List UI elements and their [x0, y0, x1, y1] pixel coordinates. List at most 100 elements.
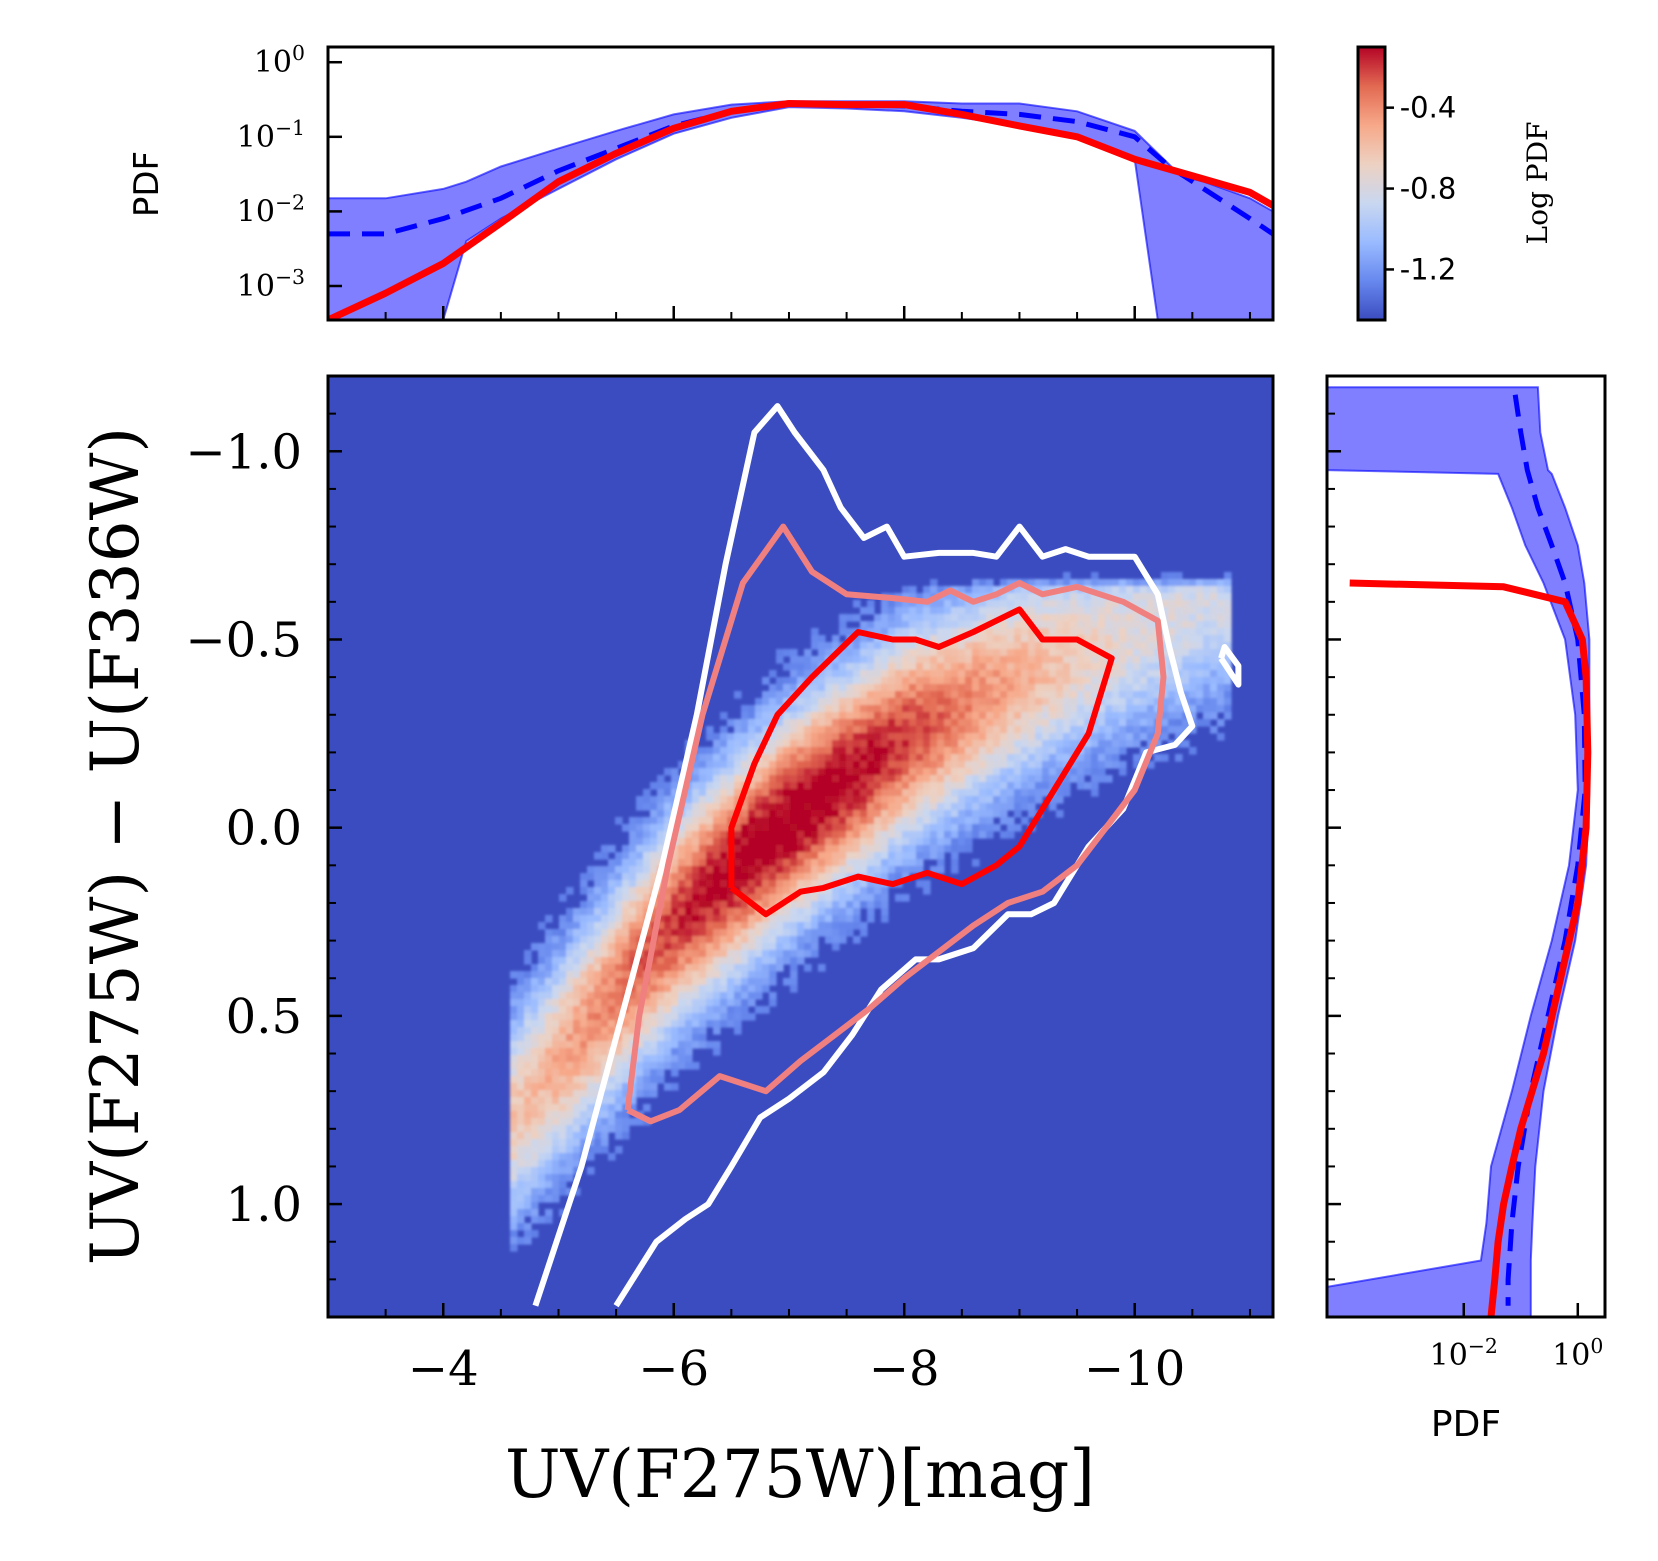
- histogram-bin: [874, 649, 882, 657]
- histogram-bin: [636, 908, 644, 916]
- histogram-bin: [1042, 712, 1050, 720]
- histogram-bin: [545, 1076, 553, 1084]
- histogram-bin: [1091, 691, 1099, 699]
- histogram-bin: [706, 810, 714, 818]
- top-series-model-median: [328, 101, 1273, 237]
- histogram-bin: [895, 649, 903, 657]
- histogram-bin: [909, 761, 917, 769]
- histogram-bin: [860, 852, 868, 860]
- histogram-bin: [1203, 691, 1211, 699]
- histogram-bin: [650, 1069, 658, 1077]
- histogram-bin: [797, 852, 805, 860]
- histogram-bin: [902, 817, 910, 825]
- histogram-bin: [1112, 705, 1120, 713]
- histogram-bin: [1189, 621, 1197, 629]
- histogram-bin: [1028, 593, 1036, 601]
- histogram-bin: [713, 1013, 721, 1021]
- histogram-bin: [1119, 705, 1127, 713]
- histogram-bin: [895, 642, 903, 650]
- histogram-bin: [587, 992, 595, 1000]
- histogram-bin: [951, 761, 959, 769]
- histogram-bin: [608, 1083, 616, 1091]
- histogram-bin: [1063, 789, 1071, 797]
- histogram-bin: [916, 621, 924, 629]
- histogram-bin: [811, 642, 819, 650]
- histogram-bin: [839, 740, 847, 748]
- histogram-bin: [1105, 586, 1113, 594]
- histogram-bin: [916, 796, 924, 804]
- histogram-bin: [1133, 705, 1141, 713]
- histogram-bin: [944, 831, 952, 839]
- histogram-bin: [1014, 796, 1022, 804]
- histogram-bin: [846, 782, 854, 790]
- histogram-bin: [783, 859, 791, 867]
- histogram-bin: [979, 768, 987, 776]
- histogram-bin: [678, 964, 686, 972]
- histogram-bin: [510, 1146, 518, 1154]
- histogram-bin: [965, 768, 973, 776]
- histogram-bin: [853, 901, 861, 909]
- histogram-bin: [531, 1167, 539, 1175]
- histogram-bin: [818, 698, 826, 706]
- histogram-bin: [804, 901, 812, 909]
- histogram-bin: [594, 852, 602, 860]
- histogram-bin: [762, 866, 770, 874]
- histogram-bin: [524, 971, 532, 979]
- histogram-bin: [517, 1062, 525, 1070]
- histogram-bin: [818, 894, 826, 902]
- histogram-bin: [797, 761, 805, 769]
- histogram-bin: [573, 1006, 581, 1014]
- histogram-bin: [776, 957, 784, 965]
- histogram-bin: [769, 852, 777, 860]
- histogram-bin: [1000, 656, 1008, 664]
- histogram-bin: [1147, 621, 1155, 629]
- histogram-bin: [1154, 607, 1162, 615]
- histogram-bin: [552, 943, 560, 951]
- histogram-bin: [846, 747, 854, 755]
- histogram-bin: [692, 887, 700, 895]
- histogram-bin: [552, 1097, 560, 1105]
- histogram-bin: [643, 859, 651, 867]
- histogram-bin: [1021, 803, 1029, 811]
- histogram-bin: [741, 936, 749, 944]
- histogram-bin: [818, 684, 826, 692]
- histogram-bin: [1049, 705, 1057, 713]
- histogram-bin: [1182, 586, 1190, 594]
- histogram-bin: [538, 1055, 546, 1063]
- histogram-bin: [895, 838, 903, 846]
- histogram-bin: [1119, 691, 1127, 699]
- histogram-bin: [944, 621, 952, 629]
- histogram-bin: [713, 978, 721, 986]
- histogram-bin: [713, 1041, 721, 1049]
- histogram-bin: [1035, 649, 1043, 657]
- histogram-bin: [524, 1097, 532, 1105]
- histogram-bin: [958, 733, 966, 741]
- histogram-bin: [573, 1055, 581, 1063]
- histogram-bin: [972, 656, 980, 664]
- histogram-bin: [566, 1160, 574, 1168]
- histogram-bin: [902, 705, 910, 713]
- histogram-bin: [881, 747, 889, 755]
- histogram-bin: [874, 705, 882, 713]
- histogram-bin: [916, 677, 924, 685]
- histogram-bin: [671, 880, 679, 888]
- histogram-bin: [776, 810, 784, 818]
- histogram-bin: [692, 1006, 700, 1014]
- histogram-bin: [881, 782, 889, 790]
- main-y-axis-label: UV(F275W) − U(F336W): [77, 427, 154, 1265]
- histogram-bin: [825, 915, 833, 923]
- histogram-bin: [853, 635, 861, 643]
- histogram-bin: [1217, 691, 1225, 699]
- histogram-bin: [622, 978, 630, 986]
- histogram-bin: [692, 992, 700, 1000]
- histogram-bin: [965, 810, 973, 818]
- histogram-bin: [545, 1083, 553, 1091]
- histogram-bin: [1091, 614, 1099, 622]
- histogram-bin: [741, 726, 749, 734]
- histogram-bin: [734, 824, 742, 832]
- histogram-bin: [867, 726, 875, 734]
- histogram-bin: [755, 859, 763, 867]
- histogram-bin: [1168, 719, 1176, 727]
- histogram-bin: [748, 852, 756, 860]
